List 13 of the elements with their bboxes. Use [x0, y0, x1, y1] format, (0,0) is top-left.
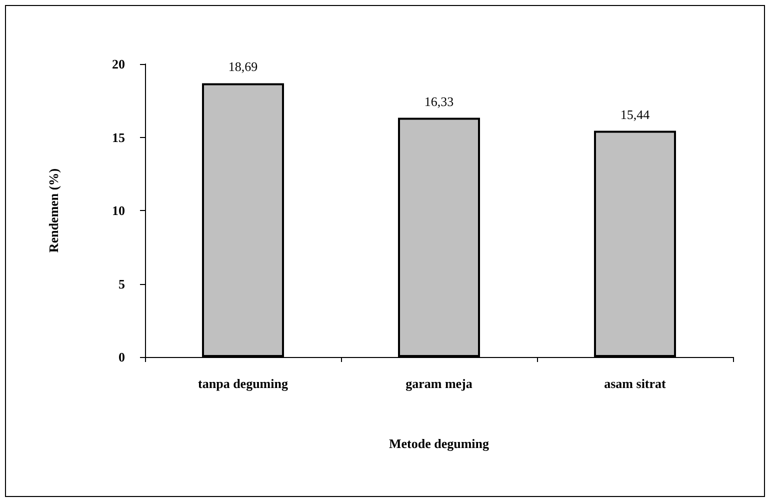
x-tick-label: garam meja: [406, 376, 473, 391]
x-tick-label: asam sitrat: [604, 376, 667, 391]
y-axis-title: Rendemen (%): [46, 168, 61, 253]
y-tick-label: 5: [118, 276, 126, 292]
x-axis-title: Metode deguming: [388, 436, 490, 451]
y-tick-label: 15: [112, 130, 126, 145]
x-tick-label: tanpa deguming: [198, 376, 288, 391]
data-label: 15,44: [620, 106, 650, 122]
data-label: 18,69: [228, 59, 258, 74]
data-label: 16,33: [424, 94, 454, 109]
y-tick-label: 20: [112, 56, 125, 72]
y-tick-label: 0: [118, 350, 125, 364]
y-tick-label: 10: [112, 203, 125, 218]
